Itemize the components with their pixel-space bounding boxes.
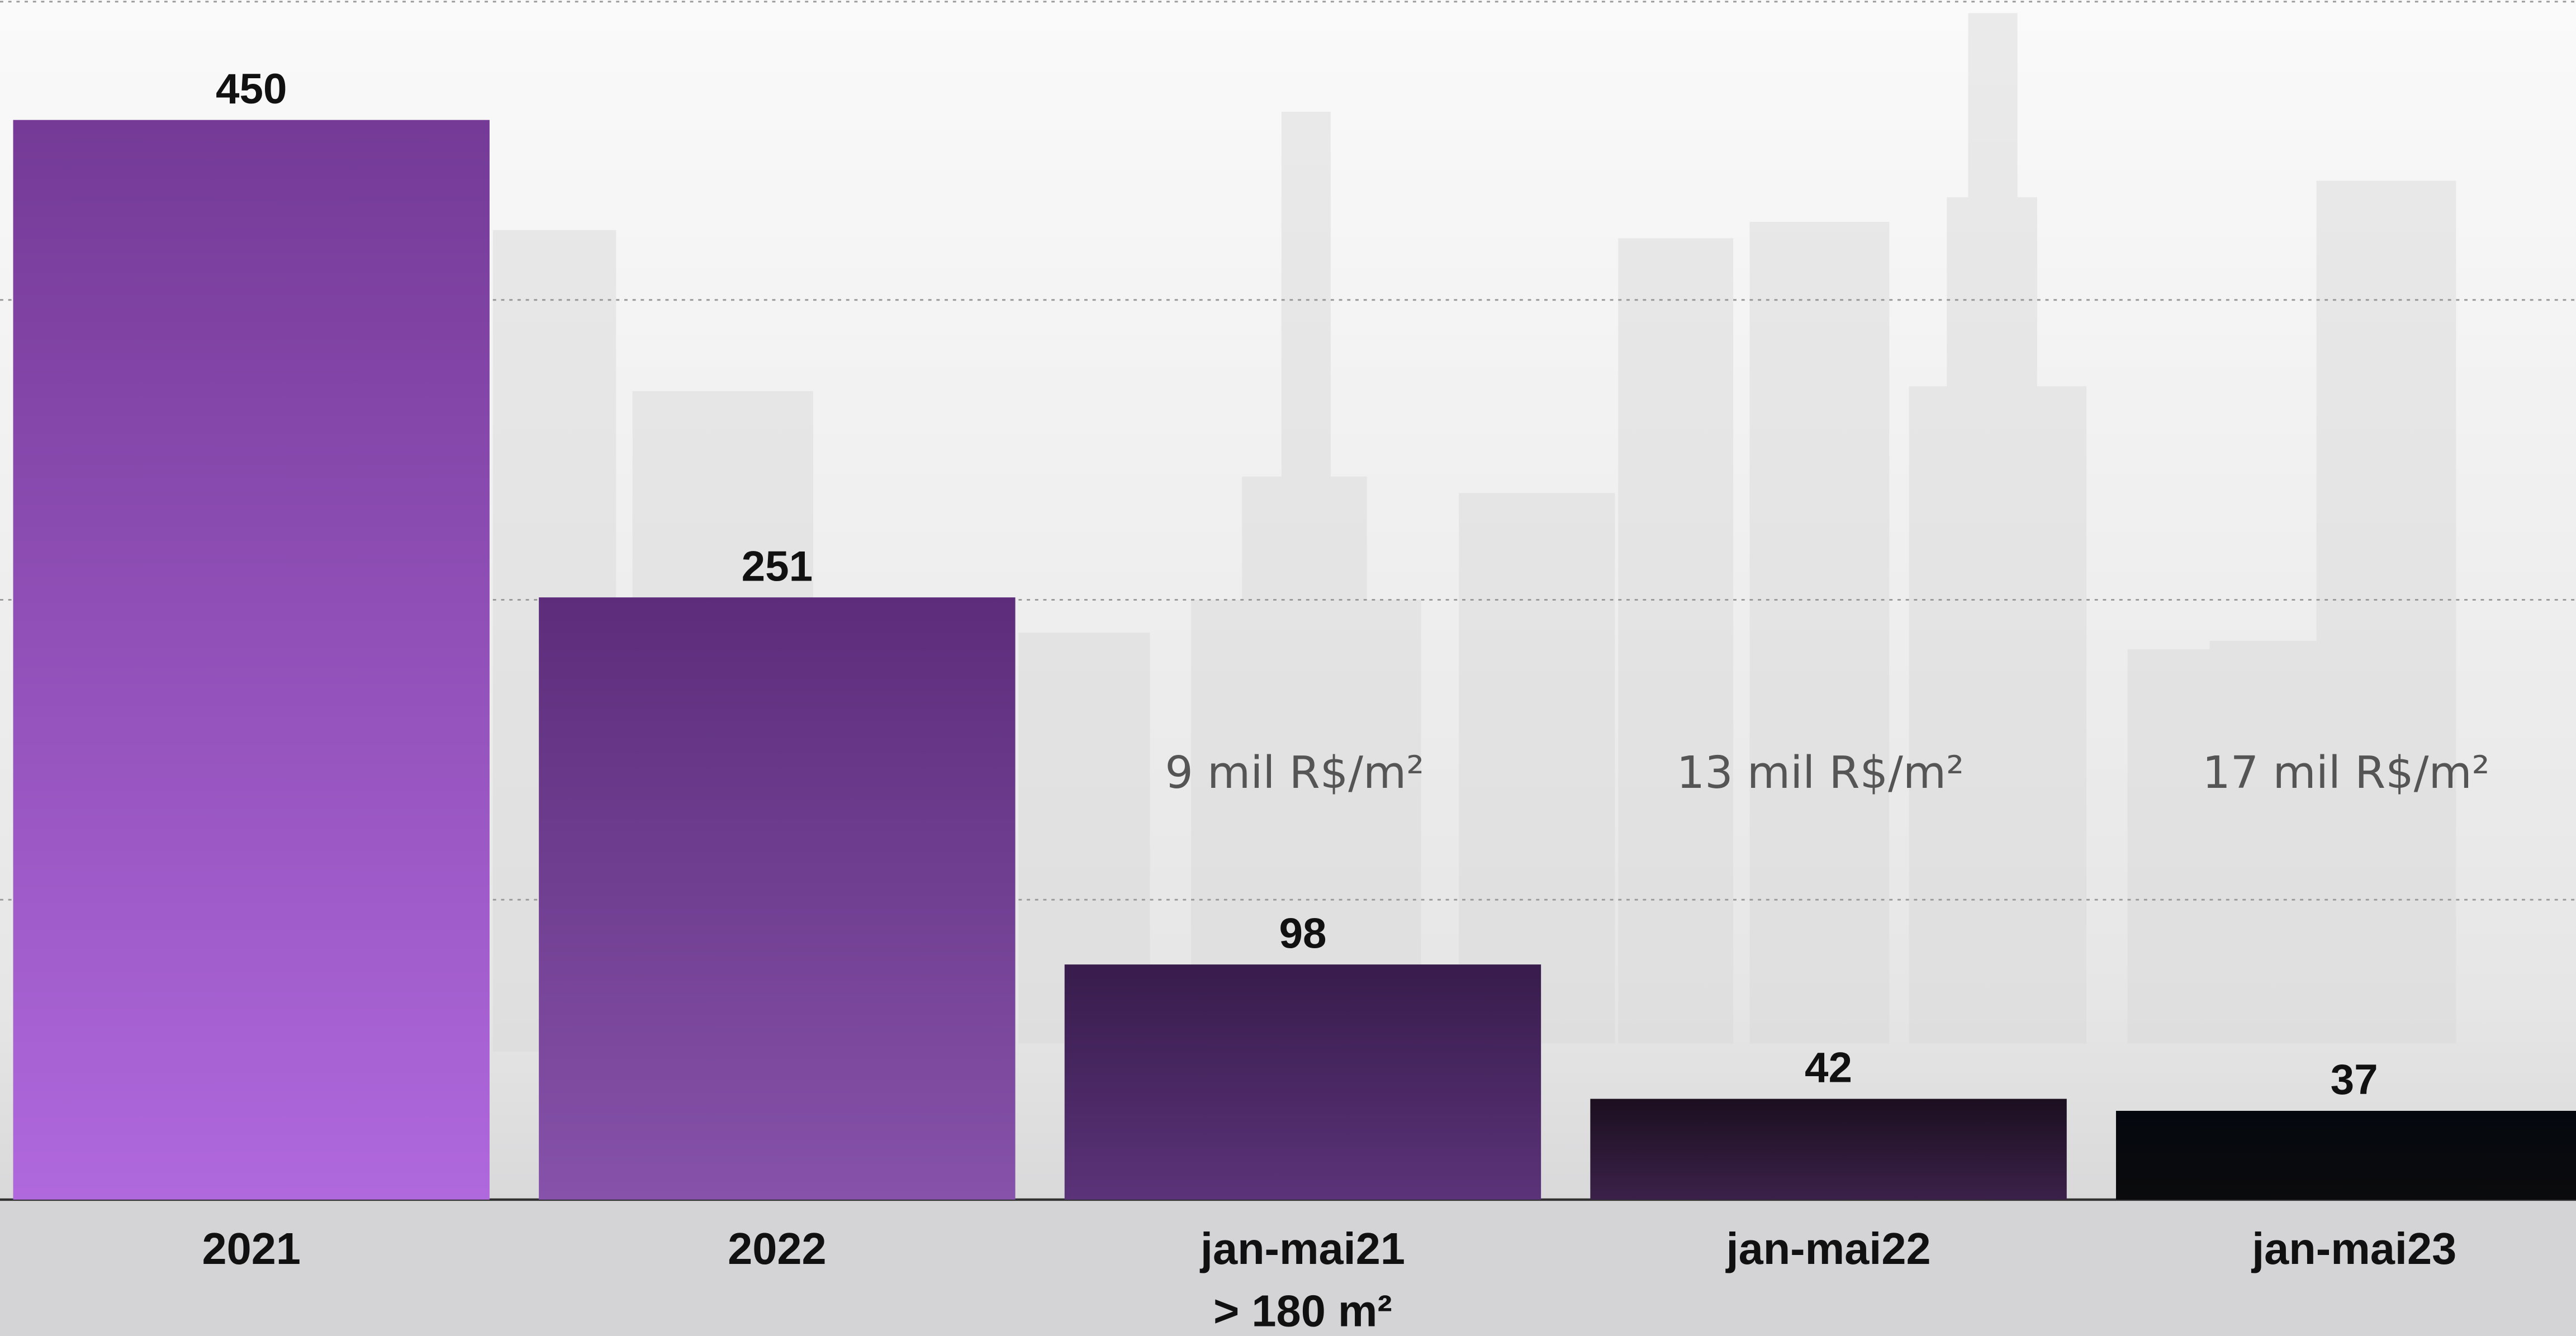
bar	[539, 597, 1015, 1200]
chart: 450 2021 251 2022 98 jan-mai21 42 jan-mai22 37 ja…	[0, 0, 2576, 1336]
annotation: 13 mil R$/m²	[1677, 747, 1964, 798]
value-label: 450	[216, 65, 287, 113]
x-tick-label: 2022	[728, 1224, 827, 1273]
value-label: 98	[1279, 910, 1326, 957]
x-tick-label: jan-mai22	[1725, 1224, 1931, 1273]
x-note: > 180 m²	[1213, 1286, 1392, 1336]
x-tick-label: jan-mai23	[2251, 1224, 2456, 1273]
x-tick-label: jan-mai21	[1199, 1224, 1405, 1273]
annotation: 9 mil R$/m²	[1165, 747, 1424, 798]
bar	[2116, 1111, 2576, 1200]
bar	[1065, 964, 1541, 1200]
bar	[13, 120, 490, 1200]
value-label: 42	[1805, 1044, 1852, 1092]
value-label: 37	[2331, 1056, 2378, 1104]
annotation: 17 mil R$/m²	[2202, 747, 2489, 798]
x-tick-label: 2021	[202, 1224, 301, 1273]
bar	[1590, 1099, 2066, 1200]
value-label: 251	[742, 543, 813, 590]
